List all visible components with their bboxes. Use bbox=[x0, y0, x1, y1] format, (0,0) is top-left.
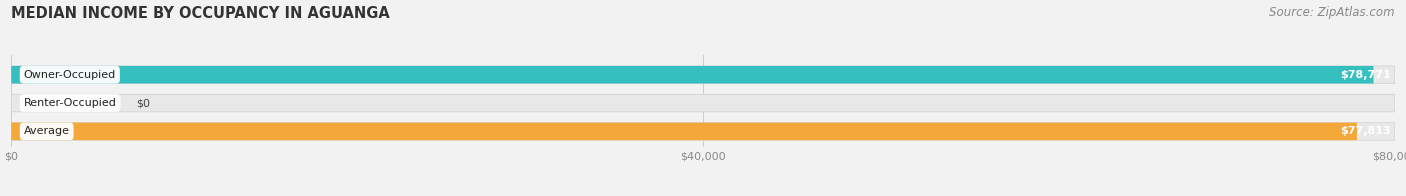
Text: $78,771: $78,771 bbox=[1340, 70, 1391, 80]
FancyBboxPatch shape bbox=[11, 66, 1374, 83]
FancyBboxPatch shape bbox=[11, 66, 1395, 83]
Text: Average: Average bbox=[24, 126, 70, 136]
Text: MEDIAN INCOME BY OCCUPANCY IN AGUANGA: MEDIAN INCOME BY OCCUPANCY IN AGUANGA bbox=[11, 6, 389, 21]
FancyBboxPatch shape bbox=[11, 94, 1395, 112]
Text: Source: ZipAtlas.com: Source: ZipAtlas.com bbox=[1270, 6, 1395, 19]
Text: Renter-Occupied: Renter-Occupied bbox=[24, 98, 117, 108]
Text: $77,813: $77,813 bbox=[1340, 126, 1391, 136]
Text: $0: $0 bbox=[136, 98, 150, 108]
Text: Owner-Occupied: Owner-Occupied bbox=[24, 70, 115, 80]
FancyBboxPatch shape bbox=[11, 123, 1395, 140]
FancyBboxPatch shape bbox=[11, 123, 1357, 140]
